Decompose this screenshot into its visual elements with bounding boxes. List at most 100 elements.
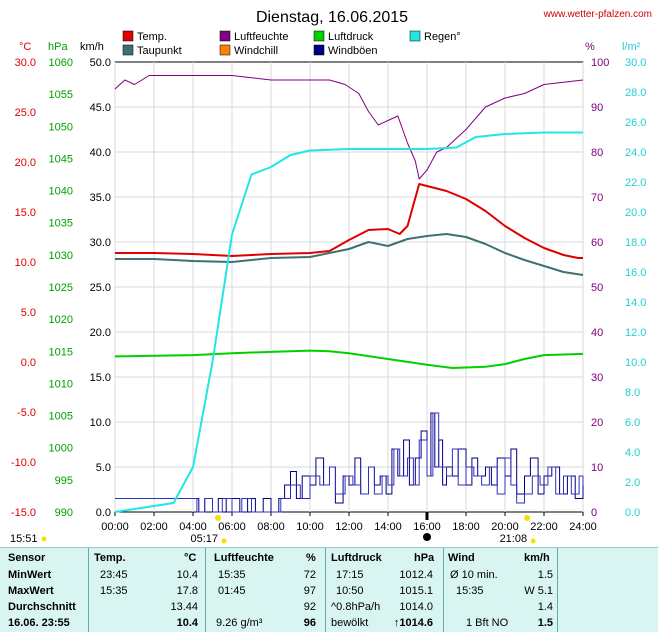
pressure-axis-label: 1035 xyxy=(49,218,73,230)
rain-axis-label: 16.0 xyxy=(625,267,646,279)
row-label: Durchschnitt xyxy=(8,601,76,613)
legend-swatch xyxy=(313,44,325,56)
hum-max-value: 97 xyxy=(303,585,316,597)
current-time-marker xyxy=(423,533,431,541)
daylight-icon xyxy=(41,536,47,542)
series-line-regen xyxy=(114,131,583,513)
site-url: www.wetter-pfalzen.com xyxy=(543,9,652,20)
press-min-time: 17:15 xyxy=(336,569,364,581)
axis-unit-labels: °C hPa km/h% l/m² xyxy=(19,41,641,53)
hum-avg-value: 92 xyxy=(303,601,316,613)
hum-min-value: 72 xyxy=(303,569,316,581)
wind-axis-label: 45.0 xyxy=(90,102,111,114)
x-tick-label: 08:00 xyxy=(257,521,285,533)
pressure-axis-label: 1030 xyxy=(49,250,73,262)
x-tick-label: 00:00 xyxy=(101,521,129,533)
humidity-axis-label: 50 xyxy=(591,282,603,294)
pressure-axis-label: 1005 xyxy=(49,411,73,423)
x-tick-label: 10:00 xyxy=(296,521,324,533)
pressure-axis-label: 1025 xyxy=(49,282,73,294)
wind-speed-line xyxy=(115,412,584,513)
series-line-luftdruck xyxy=(114,349,584,369)
row-label: MaxWert xyxy=(8,585,54,597)
x-tick-label: 16:00 xyxy=(413,521,441,533)
sunset-marker xyxy=(524,515,531,521)
rain-unit: l/m² xyxy=(622,41,641,53)
humidity-axis-label: 40 xyxy=(591,327,603,339)
humidity-axis-label: 30 xyxy=(591,372,603,384)
humidity-axis-label: 80 xyxy=(591,147,603,159)
temp-avg-value: 13.44 xyxy=(170,601,198,613)
series-line-taupunkt xyxy=(115,233,584,276)
row-label: 16.06. 23:55 xyxy=(8,617,70,629)
wind-axis-label: 25.0 xyxy=(90,282,111,294)
header-wind: Wind xyxy=(448,552,475,564)
wind-axis-label: 0.0 xyxy=(96,507,111,519)
sunrise-icon xyxy=(221,538,227,544)
x-tick-label: 20:00 xyxy=(491,521,519,533)
pressure-axis-label: 1010 xyxy=(49,378,73,390)
rain-axis-label: 22.0 xyxy=(625,177,646,189)
press-current-value: ↑1014.6 xyxy=(393,617,433,629)
humidity-axis-label: 100 xyxy=(591,57,609,69)
wind-min-time: Ø 10 min. xyxy=(450,569,498,581)
humidity-axis-label: 20 xyxy=(591,417,603,429)
sunset-label: 21:08 xyxy=(500,533,528,545)
x-tick-label: 14:00 xyxy=(374,521,402,533)
wind-axis-label: 5.0 xyxy=(96,462,111,474)
rain-axis-label: 28.0 xyxy=(625,87,646,99)
hum-min-time: 15:35 xyxy=(218,569,246,581)
statistics-table: Sensor Temp. °C Luftfeuchte % Luftdruck … xyxy=(0,547,658,632)
pressure-axis-label: 1055 xyxy=(49,89,73,101)
rain-axis-label: 2.0 xyxy=(625,477,640,489)
sunrise-marker xyxy=(215,515,222,521)
legend-swatch xyxy=(122,30,134,42)
sun-markers: 05:17 21:08 15:51 xyxy=(10,512,536,545)
series-layer xyxy=(114,75,584,513)
temp-axis-label: 15.0 xyxy=(15,207,36,219)
wind-current-value: 1.5 xyxy=(537,617,553,629)
legend-label: Luftdruck xyxy=(328,31,374,43)
temp-axis-label: -15.0 xyxy=(11,507,36,519)
rain-axis-label: 26.0 xyxy=(625,117,646,129)
pressure-axis-label: 1040 xyxy=(49,186,73,198)
hpa-unit: hPa xyxy=(48,41,68,53)
chart-title: Dienstag, 16.06.2015 xyxy=(256,9,408,26)
temp-axis-label: -5.0 xyxy=(17,407,36,419)
header-temp-unit: °C xyxy=(184,552,197,564)
pressure-axis-label: 990 xyxy=(55,507,73,519)
rain-axis-label: 10.0 xyxy=(625,357,646,369)
header-sensor: Sensor xyxy=(8,552,46,564)
rain-axis-label: 4.0 xyxy=(625,447,640,459)
legend-swatch xyxy=(219,30,231,42)
temp-max-time: 15:35 xyxy=(100,585,128,597)
rain-axis-label: 6.0 xyxy=(625,417,640,429)
legend-label: Temp. xyxy=(137,31,167,43)
header-humidity-unit: % xyxy=(306,552,316,564)
celsius-unit: °C xyxy=(19,41,31,53)
humidity-axis-label: 90 xyxy=(591,102,603,114)
press-max-time: 10:50 xyxy=(336,585,364,597)
wind-min-value: 1.5 xyxy=(537,569,553,581)
wind-axis-label: 10.0 xyxy=(90,417,111,429)
legend-label: Windchill xyxy=(234,45,278,57)
rain-axis-label: 8.0 xyxy=(625,387,640,399)
rain-axis-label: 0.0 xyxy=(625,507,640,519)
header-humidity: Luftfeuchte xyxy=(214,552,274,564)
hum-current-value: 96 xyxy=(303,617,316,629)
x-tick-label: 24:00 xyxy=(569,521,597,533)
rain-axis-label: 14.0 xyxy=(625,297,646,309)
humidity-axis-label: 70 xyxy=(591,192,603,204)
series-line-temp xyxy=(115,183,583,259)
pressure-axis-label: 995 xyxy=(55,475,73,487)
rain-axis-label: 12.0 xyxy=(625,327,646,339)
header-pressure: Luftdruck xyxy=(331,552,382,564)
daylight-duration: 15:51 xyxy=(10,533,38,545)
wind-avg-value: 1.4 xyxy=(537,601,553,613)
temp-min-time: 23:45 xyxy=(100,569,128,581)
legend-swatch xyxy=(409,30,421,42)
press-max-value: 1015.1 xyxy=(399,585,433,597)
press-min-value: 1012.4 xyxy=(399,569,433,581)
percent-unit: % xyxy=(585,41,595,53)
press-avg-value: 1014.0 xyxy=(399,601,433,613)
